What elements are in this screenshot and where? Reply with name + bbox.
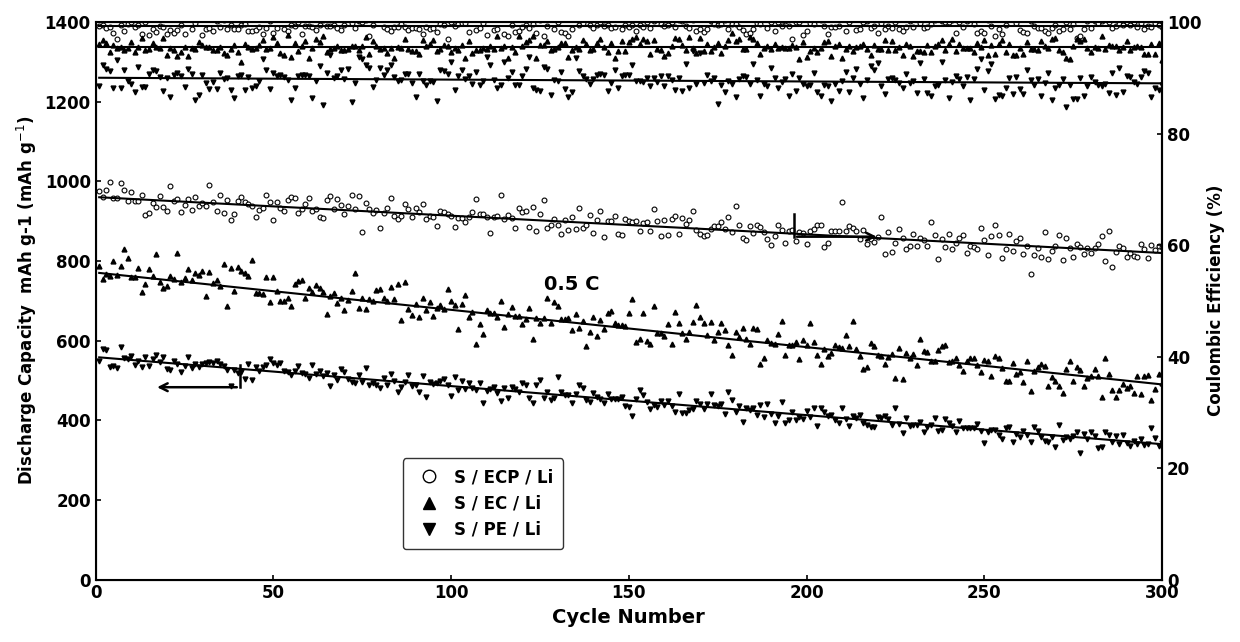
X-axis label: Cycle Number: Cycle Number xyxy=(553,608,706,627)
Y-axis label: Discharge Capacity  mAh g-1 (mAh g$^{-1}$): Discharge Capacity mAh g-1 (mAh g$^{-1}$… xyxy=(15,116,40,485)
Text: 0.5 C: 0.5 C xyxy=(543,275,599,293)
Y-axis label: Coulombic Efficiency (%): Coulombic Efficiency (%) xyxy=(1207,185,1225,417)
Legend: S / ECP / Li, S / EC / Li, S / PE / Li: S / ECP / Li, S / EC / Li, S / PE / Li xyxy=(403,458,563,549)
